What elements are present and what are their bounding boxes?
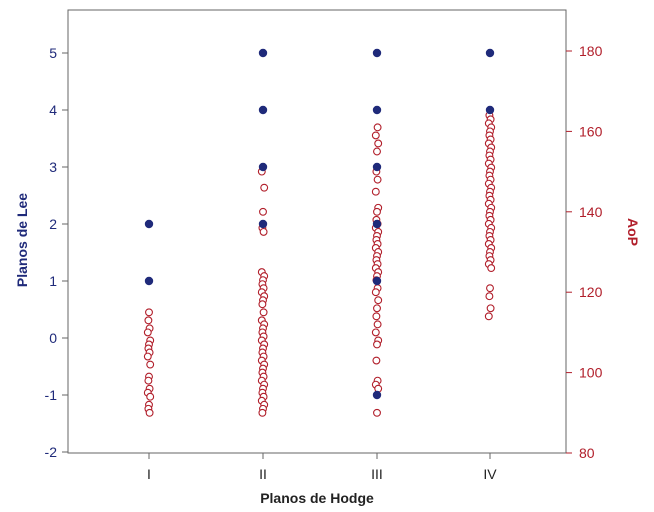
lee-point [258, 162, 268, 172]
right-tick-label: 100 [579, 365, 603, 381]
aop-point [373, 340, 381, 349]
aop-point [373, 147, 381, 156]
aop-point [143, 352, 152, 361]
aop-point [373, 304, 381, 313]
right-tick-label: 160 [579, 123, 603, 139]
aop-point [484, 312, 493, 321]
right-y-axis-label: AoP [625, 218, 641, 246]
aop-point [486, 284, 494, 293]
lee-point [372, 219, 382, 229]
aop-point [259, 308, 268, 317]
lee-point [258, 48, 268, 58]
right-tick-label: 180 [579, 43, 603, 59]
left-tick-label: 0 [49, 330, 57, 346]
aop-point [143, 328, 152, 337]
aop-point [259, 227, 268, 236]
aop-point [371, 328, 380, 337]
x-axis: I II III IV [147, 453, 497, 482]
right-tick-label: 140 [579, 204, 603, 220]
aop-point [373, 320, 382, 329]
aop-point [258, 408, 267, 417]
aop-point [371, 131, 380, 140]
lee-point [372, 48, 382, 58]
aop-point [372, 356, 381, 365]
lee-point [144, 276, 154, 286]
left-tick-label: -2 [45, 444, 58, 460]
left-tick-label: 5 [49, 45, 57, 61]
x-axis-label: Planos de Hodge [260, 490, 374, 506]
lee-point [372, 162, 382, 172]
lee-points [144, 48, 495, 400]
aop-point [374, 139, 383, 148]
aop-point [144, 316, 153, 325]
left-tick-label: 4 [49, 102, 57, 118]
left-tick-label: 2 [49, 216, 57, 232]
lee-point [485, 105, 495, 115]
aop-point [373, 175, 382, 184]
x-tick-label: III [371, 466, 383, 482]
aop-points [143, 111, 496, 417]
lee-point [258, 105, 268, 115]
aop-point [373, 408, 381, 417]
lee-point [258, 219, 268, 229]
lee-point [372, 390, 382, 400]
x-tick-label: I [147, 466, 151, 482]
lee-point [372, 105, 382, 115]
lee-point [144, 219, 154, 229]
aop-point [373, 123, 382, 132]
aop-point [260, 183, 269, 192]
aop-point [258, 300, 267, 309]
aop-point [485, 292, 494, 301]
lee-point [485, 48, 495, 58]
left-tick-label: 1 [49, 273, 57, 289]
aop-point [145, 408, 154, 417]
aop-point [374, 296, 383, 305]
left-tick-label: -1 [45, 387, 58, 403]
aop-point [371, 187, 380, 196]
right-axis: 80 100 120 140 160 180 [566, 43, 603, 461]
aop-point [487, 264, 496, 273]
aop-point [259, 207, 267, 216]
aop-point [371, 288, 380, 297]
right-tick-label: 80 [579, 445, 595, 461]
left-tick-label: 3 [49, 159, 57, 175]
aop-point [486, 304, 495, 313]
aop-point [144, 376, 153, 385]
left-axis: -2 -1 0 1 2 3 4 5 [45, 45, 68, 460]
x-tick-label: II [259, 466, 267, 482]
lee-point [372, 276, 382, 286]
aop-point [372, 312, 381, 321]
aop-point [146, 360, 155, 369]
aop-point [145, 308, 153, 317]
x-tick-label: IV [483, 466, 497, 482]
left-y-axis-label: Planos de Lee [14, 193, 30, 287]
right-tick-label: 120 [579, 284, 603, 300]
aop-point [146, 392, 155, 401]
aop-point [373, 207, 381, 216]
